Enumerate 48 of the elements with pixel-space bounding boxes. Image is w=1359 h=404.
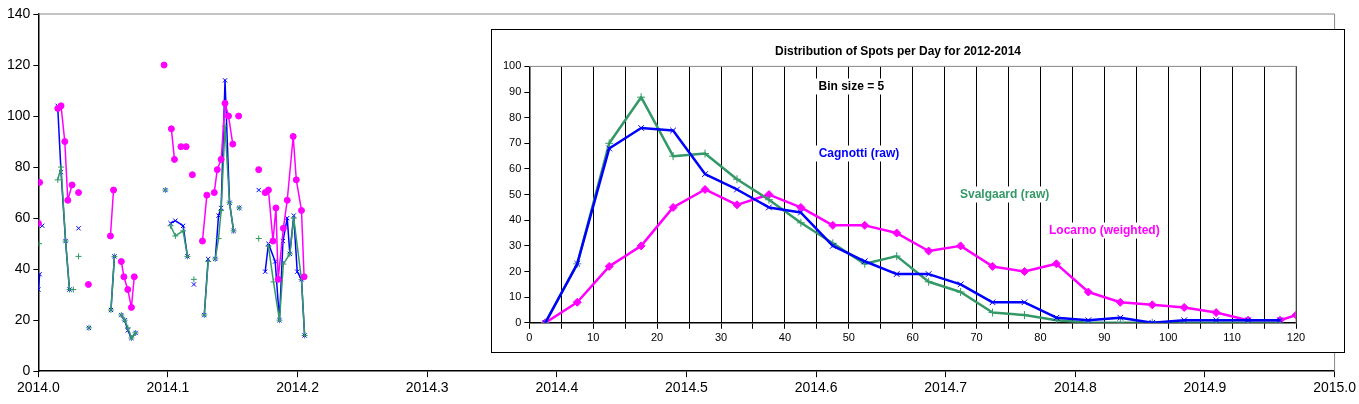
x-tick-label: 2014.6 — [794, 379, 838, 396]
x-tick-label: 30 — [714, 331, 728, 344]
x-tick-label: 10 — [587, 331, 600, 344]
x-tick-label: 2014.3 — [405, 379, 449, 396]
y-tick-label: 100 — [502, 59, 522, 72]
x-tick-label: 40 — [778, 331, 792, 344]
x-tick-label: 80 — [1034, 331, 1047, 344]
y-tick-label: 0 — [515, 315, 522, 328]
x-tick-label: 2014.7 — [924, 379, 968, 396]
y-tick-label: 40 — [509, 213, 522, 226]
y-tick-label: 90 — [509, 85, 522, 98]
y-tick-label: 20 — [509, 264, 522, 277]
y-tick-label: 10 — [509, 290, 522, 303]
y-tick-label: 140 — [7, 4, 31, 21]
text: Svalgaard (raw) — [959, 186, 1050, 201]
text: Locarno (weighted) — [1049, 222, 1160, 237]
y-tick-label: 120 — [7, 55, 31, 72]
x-tick-label: 50 — [842, 331, 855, 344]
y-tick-label: 40 — [14, 260, 31, 276]
x-tick-label: 2014.9 — [1183, 379, 1227, 396]
x-tick-label: 60 — [906, 331, 919, 344]
y-tick-label: 60 — [14, 208, 31, 225]
y-tick-label: 100 — [7, 106, 31, 123]
x-tick-label: 2014.1 — [146, 379, 190, 396]
y-tick-label: 0 — [22, 362, 31, 379]
x-tick-label: 2014.0 — [16, 379, 60, 396]
y-tick-label: 50 — [509, 187, 522, 200]
x-tick-label: 2014.8 — [1053, 379, 1097, 396]
annotation: Bin size = 5 — [818, 78, 885, 93]
y-tick-label: 80 — [14, 157, 31, 174]
x-tick-label: 2014.4 — [535, 379, 579, 396]
x-tick-label: 2014.2 — [276, 379, 320, 396]
x-tick-label: 100 — [1159, 331, 1178, 344]
x-tick-label: 2014.5 — [665, 379, 709, 396]
x-tick-label: 120 — [1286, 331, 1306, 344]
y-tick-label: 20 — [14, 311, 31, 328]
x-tick-label: 90 — [1098, 331, 1111, 344]
y-tick-label: 70 — [509, 136, 522, 149]
y-tick-label: 80 — [509, 110, 522, 123]
x-tick-label: 2015.0 — [1313, 379, 1357, 396]
chart-title: Distribution of Spots per Day for 2012-2014 — [774, 43, 1022, 58]
x-tick-label: 20 — [651, 331, 664, 344]
x-tick-label: 110 — [1223, 331, 1241, 344]
text: Cagnotti (raw) — [818, 145, 900, 160]
y-tick-label: 60 — [509, 161, 522, 174]
x-tick-label: 0 — [526, 331, 533, 344]
x-tick-label: 70 — [970, 331, 983, 344]
y-tick-label: 30 — [509, 238, 522, 251]
